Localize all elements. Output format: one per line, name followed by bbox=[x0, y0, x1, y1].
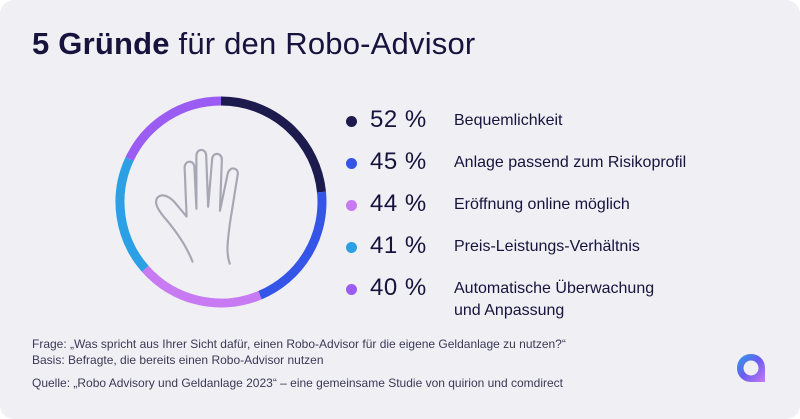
legend-value: 40 % bbox=[370, 274, 427, 301]
title-bold: 5 Gründe bbox=[32, 26, 170, 61]
ring-segments bbox=[115, 96, 327, 308]
legend-dot-5 bbox=[346, 284, 357, 295]
legend-label: Bequemlichkeit bbox=[454, 112, 563, 129]
legend-label: Automatische Überwachung und Anpassung bbox=[454, 272, 654, 322]
legend-item: 41 % Preis-Leistungs-Verhältnis bbox=[346, 230, 786, 262]
question-note: Frage: „Was spricht aus Ihrer Sicht dafü… bbox=[32, 337, 566, 351]
legend-dot-3 bbox=[346, 200, 357, 211]
ring-segment-5 bbox=[125, 96, 222, 162]
legend-label: Eröffnung online möglich bbox=[454, 196, 630, 213]
legend-dot-2 bbox=[346, 158, 357, 169]
chart-legend: 52 % Bequemlichkeit 45 % Anlage passend … bbox=[346, 104, 786, 332]
donut-chart bbox=[115, 96, 327, 308]
ring-segment-2 bbox=[258, 191, 327, 300]
legend-value: 52 % bbox=[370, 106, 427, 133]
legend-label-line2: und Anpassung bbox=[454, 302, 565, 319]
ring-segment-3 bbox=[141, 265, 262, 308]
title-rest: für den Robo-Advisor bbox=[178, 26, 476, 61]
ring-segment-1 bbox=[220, 96, 326, 193]
legend-label: Preis-Leistungs-Verhältnis bbox=[454, 238, 640, 255]
legend-value: 45 % bbox=[370, 148, 427, 175]
page-title: 5 Gründe für den Robo-Advisor bbox=[32, 26, 475, 62]
ring-segment-4 bbox=[115, 157, 149, 272]
legend-value: 44 % bbox=[370, 190, 427, 217]
footnotes: Frage: „Was spricht aus Ihrer Sicht dafü… bbox=[32, 336, 566, 391]
legend-item: 52 % Bequemlichkeit bbox=[346, 104, 786, 136]
basis-note: Basis: Befragte, die bereits einen Robo-… bbox=[32, 353, 324, 367]
legend-item: 44 % Eröffnung online möglich bbox=[346, 188, 786, 220]
legend-dot-1 bbox=[346, 116, 357, 127]
legend-item: 40 % Automatische Überwachung und Anpass… bbox=[346, 272, 786, 322]
legend-value: 41 % bbox=[370, 232, 427, 259]
legend-dot-4 bbox=[346, 242, 357, 253]
legend-item: 45 % Anlage passend zum Risikoprofil bbox=[346, 146, 786, 178]
hand-icon bbox=[155, 148, 239, 265]
legend-label-line1: Automatische Überwachung bbox=[454, 280, 655, 297]
brand-logo-icon bbox=[737, 354, 765, 382]
source-note: Quelle: „Robo Advisory und Geldanlage 20… bbox=[32, 376, 563, 390]
legend-label: Anlage passend zum Risikoprofil bbox=[454, 154, 687, 171]
